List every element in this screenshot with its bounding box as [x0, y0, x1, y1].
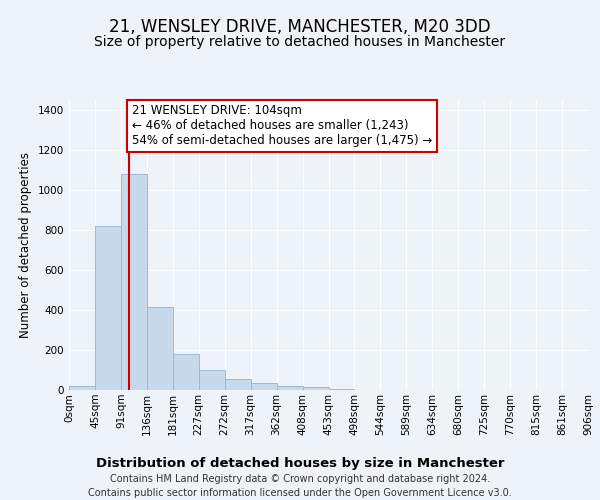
- Text: 21, WENSLEY DRIVE, MANCHESTER, M20 3DD: 21, WENSLEY DRIVE, MANCHESTER, M20 3DD: [109, 18, 491, 36]
- Bar: [329, 389, 355, 390]
- Text: 21 WENSLEY DRIVE: 104sqm
← 46% of detached houses are smaller (1,243)
54% of sem: 21 WENSLEY DRIVE: 104sqm ← 46% of detach…: [132, 104, 432, 148]
- Bar: [277, 386, 302, 390]
- Bar: [173, 354, 199, 390]
- Text: Distribution of detached houses by size in Manchester: Distribution of detached houses by size …: [96, 458, 504, 470]
- Bar: [147, 307, 173, 390]
- Bar: [224, 379, 251, 390]
- Bar: [302, 387, 329, 390]
- Bar: [95, 226, 121, 390]
- Bar: [199, 370, 224, 390]
- Bar: [251, 383, 277, 390]
- Text: Contains HM Land Registry data © Crown copyright and database right 2024.
Contai: Contains HM Land Registry data © Crown c…: [88, 474, 512, 498]
- Y-axis label: Number of detached properties: Number of detached properties: [19, 152, 32, 338]
- Bar: [69, 386, 95, 390]
- Text: Size of property relative to detached houses in Manchester: Size of property relative to detached ho…: [94, 35, 506, 49]
- Bar: [121, 174, 147, 390]
